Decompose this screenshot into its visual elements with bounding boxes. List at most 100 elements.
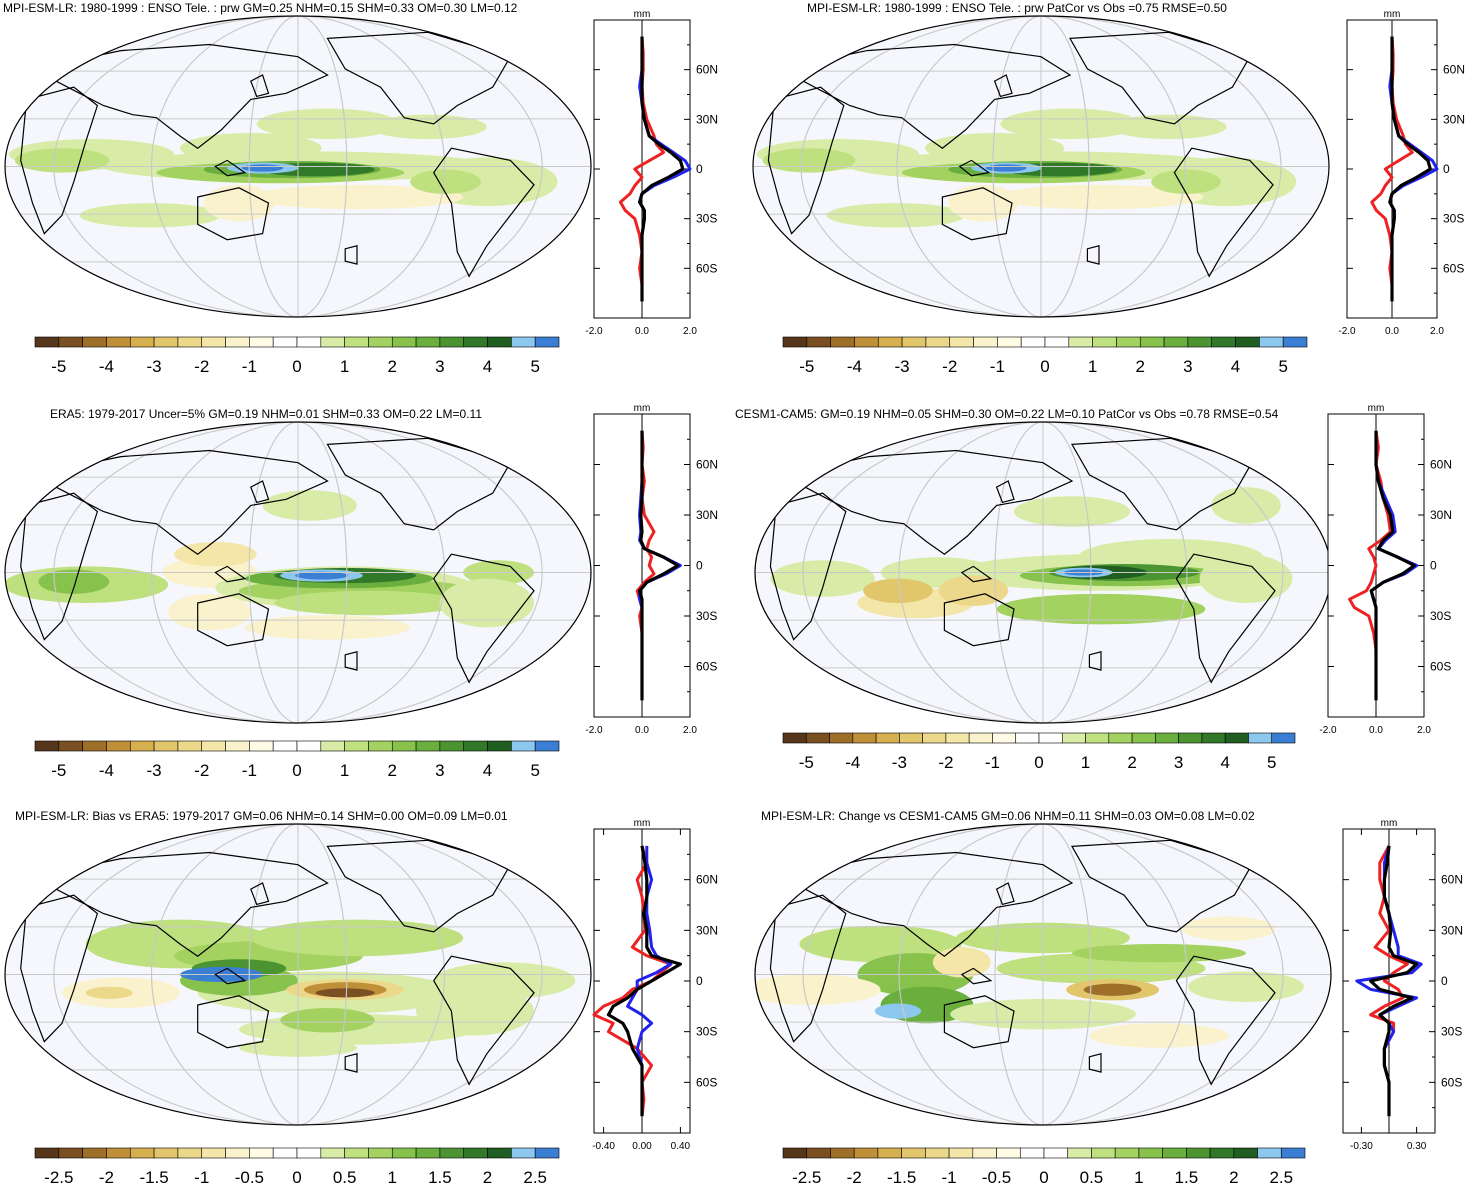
colorbar-label: 1 <box>340 357 349 376</box>
colorbar-swatch <box>877 1147 902 1159</box>
panel-title: CESM1-CAM5: GM=0.19 NHM=0.05 SHM=0.30 OM… <box>735 407 1279 421</box>
field-blob <box>770 560 875 597</box>
coastline <box>1175 955 1276 1086</box>
colorbar-label: 0 <box>292 1168 301 1187</box>
colorbar-swatch <box>1259 336 1284 348</box>
colorbar-label: -1.5 <box>139 1168 168 1187</box>
graticule-lon <box>53 16 543 317</box>
colorbar-label: 0 <box>1040 357 1049 376</box>
colorbar-swatch <box>1067 1147 1092 1159</box>
colorbar-label: -5 <box>51 357 66 376</box>
colorbar-swatch <box>996 1147 1021 1159</box>
coastline <box>1088 651 1102 671</box>
coastline <box>943 593 1015 647</box>
field-blob <box>241 164 284 172</box>
x-tick-label: 0.0 <box>635 326 649 337</box>
colorbar-swatch <box>249 336 274 348</box>
coastline <box>344 1053 358 1073</box>
colorbar-swatch <box>1044 336 1070 348</box>
zonal-mean-plot: mm 60N 30N 0 30S 60S -0.30 0.30 <box>1342 818 1463 1152</box>
series-black <box>1369 430 1417 701</box>
x-tick-label: -2.0 <box>1319 725 1337 736</box>
lat-tick-label: 60S <box>1443 261 1464 275</box>
colorbar-label: -4 <box>99 357 114 376</box>
colorbar-swatch <box>805 732 830 744</box>
colorbar-swatch <box>782 336 808 348</box>
colorbar-swatch <box>875 732 900 744</box>
colorbar-label: 5 <box>530 357 539 376</box>
colorbar-swatch <box>201 1147 226 1159</box>
graticule-lon <box>802 422 1284 723</box>
coastline <box>250 882 270 906</box>
colorbar-swatch <box>272 1147 298 1159</box>
colorbar-label: -2 <box>99 1168 114 1187</box>
field-blob <box>1151 169 1221 194</box>
colorbar-label: 2.5 <box>523 1168 547 1187</box>
x-tick-label: 0.30 <box>1407 1141 1427 1152</box>
colorbar-swatch <box>949 336 974 348</box>
colorbar-swatch <box>1280 1147 1306 1159</box>
field-layer <box>5 490 534 640</box>
field-blob <box>985 164 1027 172</box>
colorbar-swatch <box>1020 336 1046 348</box>
field-blob <box>1072 944 1246 963</box>
colorbar-swatch <box>225 740 250 752</box>
field-blob <box>14 148 110 173</box>
colorbar-swatch <box>1019 1147 1045 1159</box>
colorbar-swatch <box>1114 1147 1140 1159</box>
panel-cesm: CESM1-CAM5: GM=0.19 NHM=0.05 SHM=0.30 OM… <box>735 402 1483 797</box>
colorbar-swatch <box>368 336 393 348</box>
colorbar-swatch <box>415 740 441 752</box>
field-blob <box>1110 114 1227 140</box>
colorbar-label: 5 <box>1267 753 1276 772</box>
colorbar-swatch <box>201 740 226 752</box>
colorbar-swatch <box>829 732 854 744</box>
colorbar-swatch <box>106 740 131 752</box>
x-tick-label: -0.30 <box>1350 1141 1373 1152</box>
colorbar-label: 1.5 <box>428 1168 452 1187</box>
colorbar-swatch <box>1224 732 1249 744</box>
map <box>4 421 592 724</box>
colorbar-label: 2 <box>388 761 397 780</box>
colorbar-label: 4 <box>483 761 492 780</box>
colorbar-label: -4 <box>845 753 860 772</box>
colorbar-label: 4 <box>483 357 492 376</box>
colorbar-swatch <box>968 732 993 744</box>
map-border <box>4 421 592 724</box>
colorbar-swatch <box>1163 336 1189 348</box>
colorbar-swatch <box>1092 336 1117 348</box>
colorbar-label: 2 <box>1127 753 1136 772</box>
lat-tick-label: 30S <box>696 1025 717 1039</box>
field-blob <box>262 490 357 521</box>
colorbar-label: 0 <box>292 761 301 780</box>
colorbar-label: 1.5 <box>1175 1168 1199 1187</box>
colorbar-swatch <box>806 336 831 348</box>
coastline <box>344 245 358 265</box>
graticule-lon <box>800 16 1282 317</box>
colorbar-swatch <box>534 740 560 752</box>
colorbar-swatch <box>1187 336 1213 348</box>
colorbar-swatch <box>925 336 951 348</box>
colorbar-swatch <box>973 336 998 348</box>
colorbar-label: 1 <box>340 761 349 780</box>
colorbar-label: 3 <box>435 357 444 376</box>
colorbar-swatch <box>901 1147 926 1159</box>
coastline <box>941 187 1013 241</box>
series-black <box>1388 36 1432 302</box>
field-blob <box>1199 554 1293 603</box>
unit-label: mm <box>1368 403 1385 414</box>
graticule-lon <box>248 824 348 1125</box>
colorbar-swatch <box>1155 732 1179 744</box>
colorbar-label: 3 <box>1174 753 1183 772</box>
coastline <box>780 851 1074 957</box>
colorbar-swatch <box>129 740 155 752</box>
colorbar: -5 -4 -3 -2 -1 0 1 2 3 4 5 <box>34 336 560 376</box>
colorbar-swatch <box>272 336 298 348</box>
colorbar-swatch <box>439 740 465 752</box>
graticule-lon <box>151 16 445 317</box>
x-tick-label: 0.0 <box>1369 725 1383 736</box>
colorbar-swatch <box>153 336 179 348</box>
colorbar-swatch <box>58 740 83 752</box>
colorbar-swatch <box>82 1147 107 1159</box>
lat-tick-label: 60N <box>696 63 718 77</box>
